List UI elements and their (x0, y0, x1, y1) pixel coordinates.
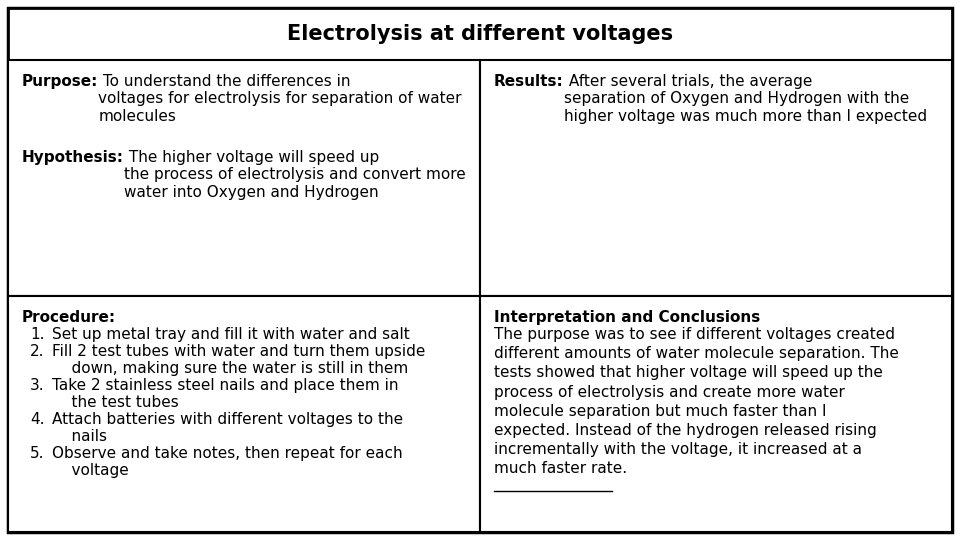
Bar (480, 60, 952, 296)
Text: Fill 2 test tubes with water and turn them upside
    down, making sure the wate: Fill 2 test tubes with water and turn th… (52, 344, 425, 376)
Bar (8, 8, 952, 60)
Text: Attach batteries with different voltages to the
    nails: Attach batteries with different voltages… (52, 412, 403, 444)
Text: Results:: Results: (494, 74, 564, 89)
Text: 5.: 5. (30, 446, 44, 461)
Text: Interpretation and Conclusions: Interpretation and Conclusions (494, 310, 760, 325)
Text: Take 2 stainless steel nails and place them in
    the test tubes: Take 2 stainless steel nails and place t… (52, 378, 398, 410)
Text: The purpose was to see if different voltages created
different amounts of water : The purpose was to see if different volt… (494, 327, 899, 476)
Bar (8, 60, 480, 296)
Text: Electrolysis at different voltages: Electrolysis at different voltages (287, 24, 673, 44)
Text: 3.: 3. (30, 378, 44, 393)
Text: To understand the differences in
voltages for electrolysis for separation of wat: To understand the differences in voltage… (98, 74, 462, 124)
Text: 2.: 2. (30, 344, 44, 359)
Text: 4.: 4. (30, 412, 44, 427)
Text: Procedure:: Procedure: (22, 310, 116, 325)
Text: The higher voltage will speed up
the process of electrolysis and convert more
wa: The higher voltage will speed up the pro… (124, 150, 466, 200)
Text: Purpose:: Purpose: (22, 74, 98, 89)
Bar (480, 296, 952, 532)
Bar (8, 296, 480, 532)
Text: Set up metal tray and fill it with water and salt: Set up metal tray and fill it with water… (52, 327, 410, 342)
Text: Observe and take notes, then repeat for each
    voltage: Observe and take notes, then repeat for … (52, 446, 402, 478)
Text: 1.: 1. (30, 327, 44, 342)
Text: Hypothesis:: Hypothesis: (22, 150, 124, 165)
Text: After several trials, the average
separation of Oxygen and Hydrogen with the
hig: After several trials, the average separa… (564, 74, 926, 124)
